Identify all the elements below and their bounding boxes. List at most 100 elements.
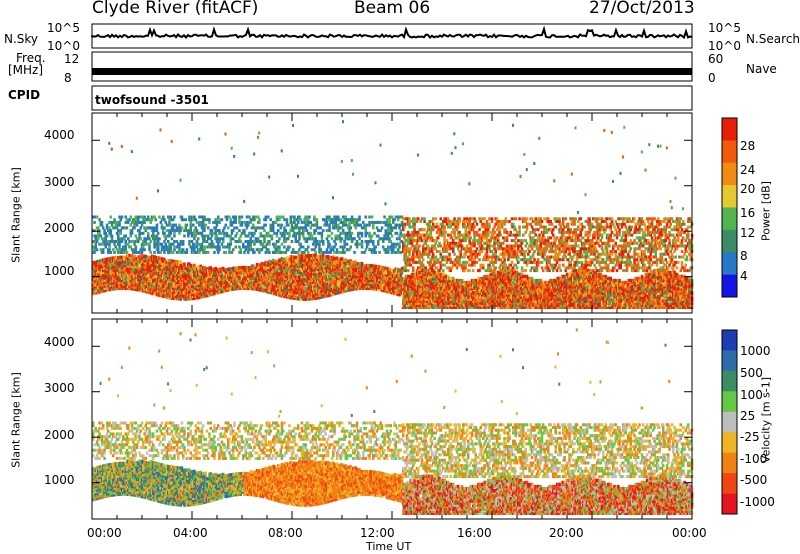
power-cell xyxy=(157,248,160,252)
power-cell xyxy=(175,240,179,243)
power-cell xyxy=(272,242,275,246)
power-cell xyxy=(290,265,294,269)
power-cell xyxy=(160,257,164,261)
power-cell xyxy=(193,296,196,300)
power-cell xyxy=(137,283,140,288)
power-cell xyxy=(337,218,340,222)
power-cell xyxy=(280,234,284,238)
power-cell xyxy=(143,248,146,252)
power-cell xyxy=(119,250,122,254)
power-cell xyxy=(178,295,181,299)
power-cell xyxy=(158,215,161,219)
power-cell xyxy=(298,286,301,291)
power-cell xyxy=(313,259,316,264)
power-cell xyxy=(218,231,221,235)
power-cell xyxy=(193,274,196,278)
power-cell xyxy=(92,261,95,265)
power-cell xyxy=(147,265,150,270)
power-cell xyxy=(100,277,104,281)
power-cell xyxy=(114,245,117,249)
power-cell xyxy=(188,276,191,281)
power-cell xyxy=(293,288,296,292)
power-cell xyxy=(313,218,316,222)
power-cell xyxy=(280,259,284,263)
power-cell xyxy=(325,248,329,252)
power-cell xyxy=(112,268,115,273)
power-cell xyxy=(105,226,109,230)
power-cell xyxy=(175,262,179,266)
power-cell xyxy=(163,234,166,238)
power-cell xyxy=(110,147,113,151)
power-cell xyxy=(99,285,102,290)
power-cell xyxy=(178,231,181,235)
power-cell xyxy=(200,280,204,285)
power-cell xyxy=(288,281,291,285)
power-cell xyxy=(315,269,319,274)
power-cell xyxy=(137,263,140,267)
power-cell xyxy=(347,218,350,222)
power-cell xyxy=(138,215,141,219)
power-cell xyxy=(253,276,256,281)
power-cell xyxy=(328,226,331,230)
power-cell xyxy=(92,277,95,281)
power-cell xyxy=(212,242,215,246)
power-cell xyxy=(158,291,161,295)
power-cell xyxy=(179,297,182,301)
power-cell xyxy=(185,276,189,281)
power-cell xyxy=(399,250,402,254)
power-cell xyxy=(205,293,209,298)
power-cell xyxy=(304,280,307,285)
power-cell xyxy=(127,280,130,284)
power-cell xyxy=(290,290,294,294)
power-cell xyxy=(278,268,281,273)
power-cell xyxy=(117,250,120,254)
power-cell xyxy=(147,286,150,290)
power-cell xyxy=(222,277,225,281)
power-cell xyxy=(97,234,100,238)
power-cell xyxy=(195,240,199,243)
power-cell xyxy=(389,240,392,243)
power-cell xyxy=(172,223,175,227)
power-cell xyxy=(149,226,152,230)
power-cell xyxy=(233,270,236,275)
power-cell xyxy=(120,280,124,284)
power-cell xyxy=(290,255,294,259)
power-cell xyxy=(238,276,241,280)
power-cell xyxy=(300,220,304,224)
power-cell xyxy=(340,257,344,261)
power-cell xyxy=(270,226,274,230)
power-cell xyxy=(139,255,142,260)
power-cell xyxy=(265,279,269,283)
power-cell xyxy=(109,240,112,243)
power-cell xyxy=(230,287,234,291)
power-cell xyxy=(258,281,261,286)
power-cell xyxy=(288,275,291,279)
power-cell xyxy=(128,218,131,222)
power-cell xyxy=(123,250,126,254)
power-cell xyxy=(288,262,291,267)
power-cell xyxy=(293,231,296,235)
power-cell xyxy=(244,240,247,243)
power-cell xyxy=(183,270,186,275)
power-cell xyxy=(205,285,209,290)
power-cell xyxy=(129,260,132,264)
power-cell xyxy=(102,266,105,271)
power-cell xyxy=(410,233,414,237)
power-cell xyxy=(139,259,142,264)
power-cell xyxy=(137,218,140,222)
power-cell xyxy=(412,260,415,264)
power-cell xyxy=(288,234,291,238)
power-cell xyxy=(138,267,141,272)
power-cell xyxy=(290,223,294,227)
power-cell xyxy=(220,267,224,271)
power-cell xyxy=(305,289,309,293)
power-cell xyxy=(178,242,181,246)
data-layer xyxy=(91,25,694,515)
power-cell xyxy=(147,276,150,280)
power-cell xyxy=(152,287,155,292)
power-cell xyxy=(122,250,125,254)
power-cell xyxy=(255,240,259,243)
power-cell xyxy=(165,295,169,299)
power-cell xyxy=(290,281,294,286)
power-cell xyxy=(105,223,109,227)
